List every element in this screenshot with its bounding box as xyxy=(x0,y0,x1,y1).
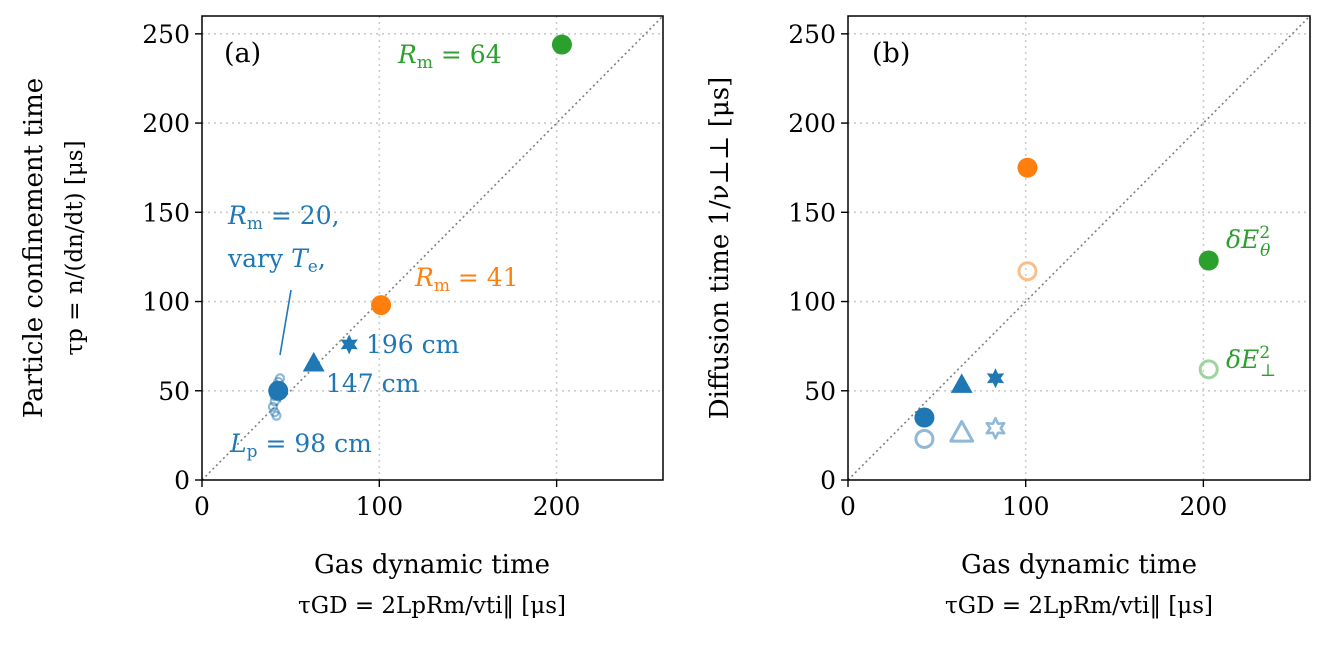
annotation-rm20: Rm = 20, xyxy=(227,201,340,234)
x-tick-label: 0 xyxy=(840,492,856,521)
panel-b: 0 100 200 0 50 100 150 200 250 (b) δE2 θ δE2 ⊥ Gas… xyxy=(705,15,1311,619)
xlabel-sub-a: τGD = 2LpRm/vti‖ [μs] xyxy=(298,593,566,619)
data-point xyxy=(267,401,279,412)
xlabel-sub-b: τGD = 2LpRm/vti‖ [μs] xyxy=(945,593,1213,619)
y-tick-label: 200 xyxy=(142,109,190,138)
data-point xyxy=(985,416,1006,440)
xlabel-a: Gas dynamic time xyxy=(314,550,550,580)
panel-a: 0 100 200 0 50 100 150 200 250 (a) Rm = 64 Rm = … xyxy=(19,15,664,619)
x-tick-label: 200 xyxy=(533,492,581,521)
plot-frame-b xyxy=(847,15,1311,481)
panel-label-b: (b) xyxy=(872,38,910,69)
data-point xyxy=(949,420,975,443)
data-point xyxy=(271,410,282,421)
ylabel-sub-a: τp = n/(dn/dt) [μs] xyxy=(62,140,88,355)
data-point xyxy=(1017,157,1038,178)
y-tick-label: 100 xyxy=(142,288,190,317)
data-point xyxy=(371,295,392,316)
data-point xyxy=(914,407,935,428)
annotation-pointer xyxy=(279,289,292,356)
identity-line-b xyxy=(847,15,1311,481)
x-tick-label: 0 xyxy=(194,492,210,521)
data-point xyxy=(340,334,358,355)
data-point xyxy=(302,351,325,372)
annotation-lp98: Lp = 98 cm xyxy=(229,429,372,462)
data-point xyxy=(914,428,935,449)
y-tick-label: 50 xyxy=(804,377,836,406)
annotation-vary-te: vary Te, xyxy=(227,244,326,277)
grid-b xyxy=(848,16,1310,480)
xlabel-b: Gas dynamic time xyxy=(961,550,1197,580)
panel-label-a: (a) xyxy=(224,38,261,69)
annotation-rm41: Rm = 41 xyxy=(414,263,519,296)
x-tick-label: 100 xyxy=(1002,492,1050,521)
data-point xyxy=(950,373,973,393)
data-point xyxy=(551,34,572,55)
plot-frame-a xyxy=(201,15,664,481)
x-tick-label: 100 xyxy=(355,492,403,521)
x-tick-label: 200 xyxy=(1180,492,1228,521)
y-tick-label: 200 xyxy=(788,109,836,138)
ylabel-b: Diffusion time 1/ν⊥⊥ [μs] xyxy=(705,77,735,420)
y-tick-label: 250 xyxy=(788,20,836,49)
ylabel-a: Particle confinement time xyxy=(19,78,49,418)
y-tick-label: 0 xyxy=(820,466,836,495)
data-point xyxy=(1198,250,1219,271)
y-tick-label: 50 xyxy=(158,377,190,406)
y-tick-label: 100 xyxy=(788,288,836,317)
annotation-rm64: Rm = 64 xyxy=(397,40,502,73)
data-point xyxy=(1017,261,1038,282)
grid-a xyxy=(202,16,663,480)
annotation-de-perp: δE2 ⊥ xyxy=(1226,343,1276,381)
y-tick-label: 0 xyxy=(174,466,190,495)
annotation-de-theta: δE2 θ xyxy=(1226,223,1270,261)
y-tick-label: 150 xyxy=(788,198,836,227)
annotation-147cm: 147 cm xyxy=(326,369,420,398)
y-tick-label: 250 xyxy=(142,20,190,49)
y-tick-label: 150 xyxy=(142,198,190,227)
marks-b xyxy=(914,157,1219,449)
marks-a xyxy=(267,34,572,421)
identity-line-a xyxy=(201,15,664,481)
ticks-a: 0 100 200 0 50 100 150 200 250 xyxy=(142,20,580,521)
data-point xyxy=(269,391,280,402)
data-point xyxy=(1198,359,1219,380)
ticks-b: 0 100 200 0 50 100 150 200 250 xyxy=(788,20,1227,521)
annotation-196cm: 196 cm xyxy=(366,330,460,359)
data-point xyxy=(269,396,280,407)
data-point xyxy=(986,368,1005,389)
